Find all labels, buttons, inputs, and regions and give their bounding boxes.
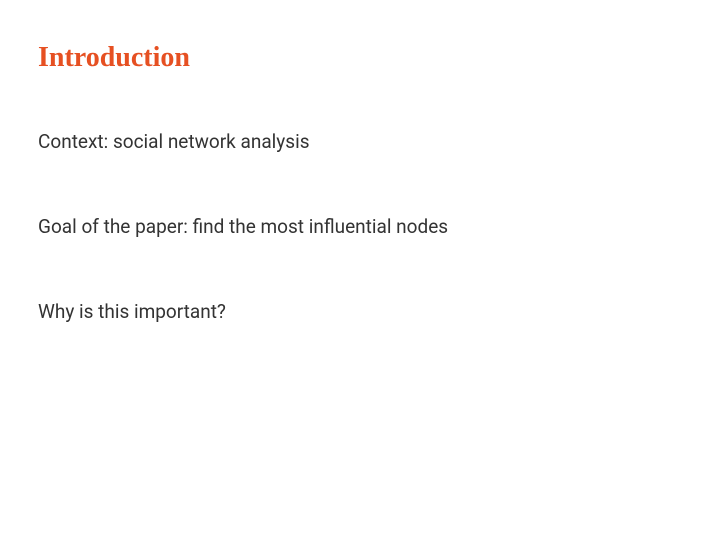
bullet-context: Context: social network analysis	[38, 130, 682, 153]
bullet-goal: Goal of the paper: find the most influen…	[38, 215, 682, 238]
slide: Introduction Context: social network ana…	[0, 0, 720, 540]
bullet-why: Why is this important?	[38, 300, 682, 323]
slide-title: Introduction	[38, 42, 682, 74]
